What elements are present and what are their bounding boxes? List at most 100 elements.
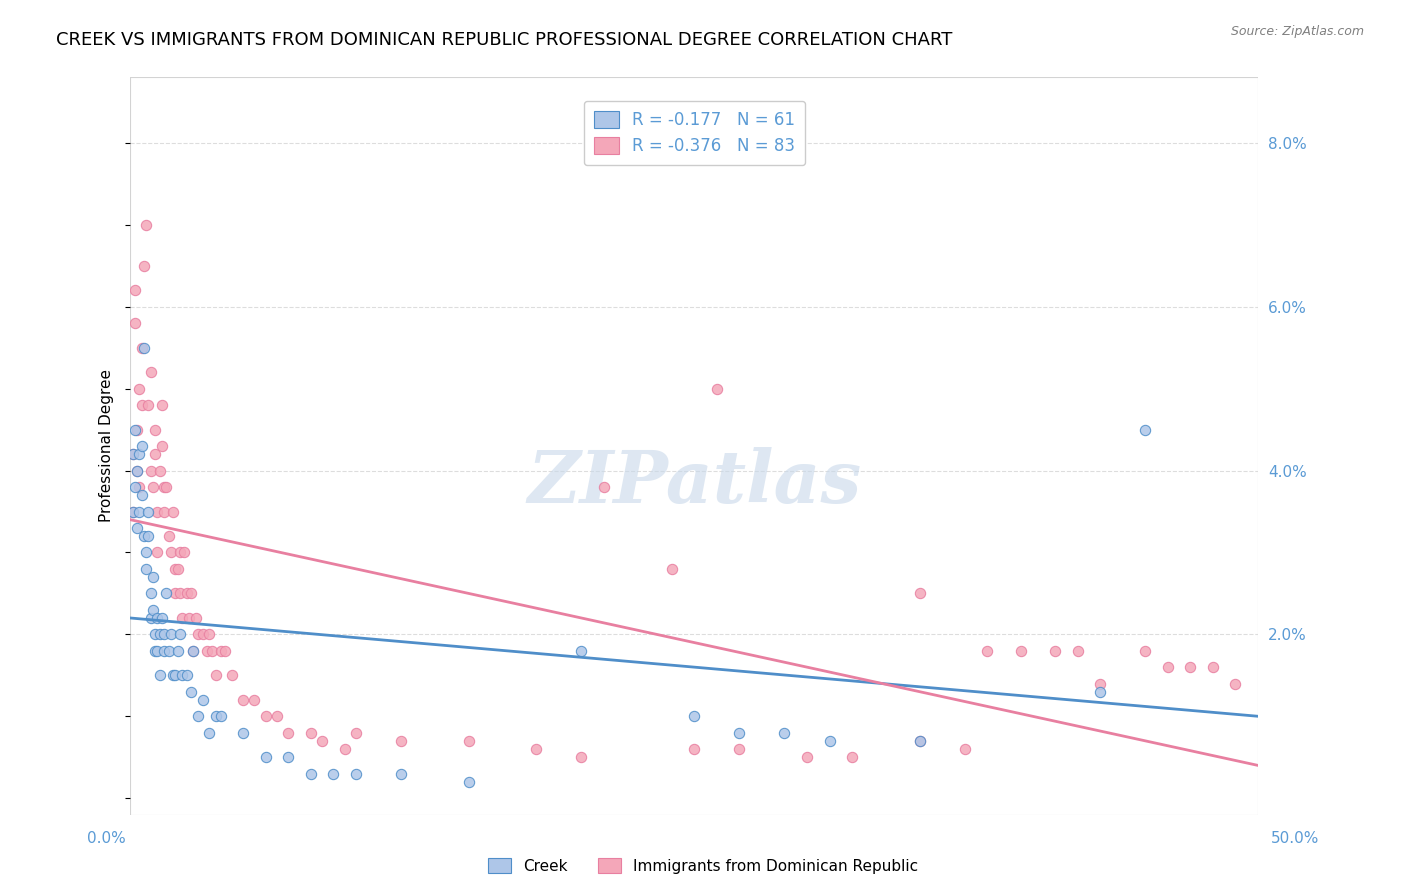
- Point: [773, 725, 796, 739]
- Point: [132, 341, 155, 355]
- Point: [180, 586, 202, 600]
- Point: [166, 562, 188, 576]
- Point: [198, 627, 221, 641]
- Point: [661, 562, 683, 576]
- Point: [209, 644, 232, 658]
- Point: [153, 480, 176, 494]
- Point: [187, 709, 209, 723]
- Point: [254, 709, 277, 723]
- Point: [131, 488, 153, 502]
- Point: [1225, 676, 1247, 690]
- Point: [153, 644, 176, 658]
- Point: [299, 725, 322, 739]
- Point: [143, 644, 166, 658]
- Point: [205, 668, 228, 682]
- Point: [121, 504, 143, 518]
- Point: [155, 586, 177, 600]
- Point: [183, 644, 205, 658]
- Point: [198, 725, 221, 739]
- Point: [153, 504, 176, 518]
- Text: 50.0%: 50.0%: [1271, 831, 1319, 846]
- Point: [908, 586, 931, 600]
- Point: [183, 644, 205, 658]
- Point: [142, 570, 165, 584]
- Point: [128, 382, 150, 396]
- Point: [153, 627, 176, 641]
- Point: [165, 562, 187, 576]
- Point: [243, 693, 266, 707]
- Point: [132, 529, 155, 543]
- Point: [683, 742, 706, 756]
- Text: Source: ZipAtlas.com: Source: ZipAtlas.com: [1230, 25, 1364, 38]
- Point: [1066, 644, 1088, 658]
- Point: [457, 774, 479, 789]
- Point: [176, 668, 198, 682]
- Point: [139, 611, 162, 625]
- Point: [135, 562, 157, 576]
- Point: [1180, 660, 1202, 674]
- Point: [128, 504, 150, 518]
- Point: [157, 529, 180, 543]
- Point: [908, 734, 931, 748]
- Point: [131, 341, 153, 355]
- Point: [146, 644, 169, 658]
- Point: [524, 742, 547, 756]
- Point: [131, 398, 153, 412]
- Point: [1202, 660, 1225, 674]
- Point: [191, 627, 214, 641]
- Point: [1135, 644, 1157, 658]
- Point: [1088, 684, 1111, 698]
- Point: [142, 603, 165, 617]
- Point: [162, 668, 184, 682]
- Point: [143, 627, 166, 641]
- Point: [128, 480, 150, 494]
- Point: [841, 750, 863, 764]
- Point: [232, 725, 254, 739]
- Point: [149, 627, 172, 641]
- Point: [953, 742, 976, 756]
- Point: [124, 284, 146, 298]
- Point: [138, 504, 160, 518]
- Point: [124, 480, 146, 494]
- Point: [166, 644, 188, 658]
- Point: [571, 750, 593, 764]
- Point: [1135, 423, 1157, 437]
- Y-axis label: Professional Degree: Professional Degree: [100, 369, 114, 523]
- Point: [150, 398, 173, 412]
- Point: [142, 480, 165, 494]
- Point: [214, 644, 236, 658]
- Point: [127, 464, 149, 478]
- Point: [187, 627, 209, 641]
- Point: [121, 504, 143, 518]
- Point: [139, 365, 162, 379]
- Point: [172, 611, 194, 625]
- Point: [818, 734, 841, 748]
- Point: [1157, 660, 1180, 674]
- Point: [139, 464, 162, 478]
- Point: [221, 668, 243, 682]
- Point: [146, 504, 169, 518]
- Point: [121, 447, 143, 461]
- Point: [191, 693, 214, 707]
- Point: [149, 668, 172, 682]
- Point: [706, 382, 728, 396]
- Point: [457, 734, 479, 748]
- Point: [138, 398, 160, 412]
- Point: [344, 766, 367, 780]
- Point: [169, 586, 191, 600]
- Point: [728, 725, 751, 739]
- Point: [172, 668, 194, 682]
- Point: [571, 644, 593, 658]
- Legend: R = -0.177   N = 61, R = -0.376   N = 83: R = -0.177 N = 61, R = -0.376 N = 83: [583, 101, 804, 165]
- Point: [683, 709, 706, 723]
- Point: [138, 529, 160, 543]
- Point: [132, 259, 155, 273]
- Point: [180, 684, 202, 698]
- Text: CREEK VS IMMIGRANTS FROM DOMINICAN REPUBLIC PROFESSIONAL DEGREE CORRELATION CHAR: CREEK VS IMMIGRANTS FROM DOMINICAN REPUB…: [56, 31, 953, 49]
- Point: [277, 750, 299, 764]
- Point: [311, 734, 333, 748]
- Point: [173, 545, 195, 559]
- Point: [232, 693, 254, 707]
- Point: [333, 742, 356, 756]
- Point: [165, 668, 187, 682]
